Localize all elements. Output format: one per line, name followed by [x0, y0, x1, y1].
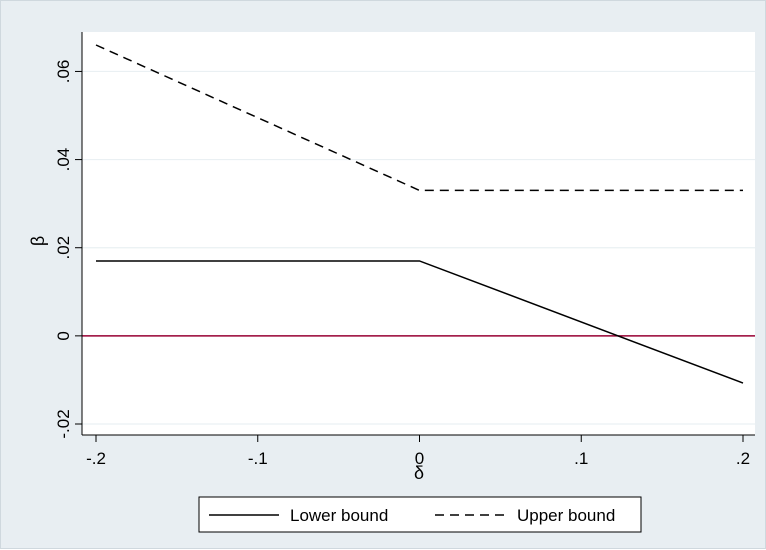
y-tick-label-3: .04 [54, 148, 73, 172]
y-tick-label-2: .02 [54, 236, 73, 260]
x-tick-label-3: .1 [574, 449, 588, 468]
legend-label-upper-bound: Upper bound [517, 506, 615, 525]
y-tick-label-1: 0 [54, 331, 73, 340]
legend-label-lower-bound: Lower bound [290, 506, 388, 525]
series-line-upper-bound [95, 44, 743, 192]
x-ticks: -.2 -.1 0 .1 .2 [86, 435, 750, 468]
x-tick-label-4: .2 [736, 449, 750, 468]
x-axis-title: δ [414, 463, 424, 483]
y-tick-label-0: -.02 [54, 409, 73, 438]
x-tick-label-1: -.1 [248, 449, 268, 468]
y-axis-title: β [28, 236, 48, 246]
series-line-lower-bound [96, 260, 744, 384]
x-tick-label-0: -.2 [86, 449, 106, 468]
legend: Lower bound Upper bound [198, 496, 642, 533]
plot-area [82, 32, 755, 435]
x-tick-label-2: 0 [415, 449, 424, 468]
series-lines [95, 44, 744, 384]
y-tick-label-4: .06 [54, 60, 73, 84]
y-ticks: -.02 0 .02 .04 .06 [54, 60, 82, 439]
